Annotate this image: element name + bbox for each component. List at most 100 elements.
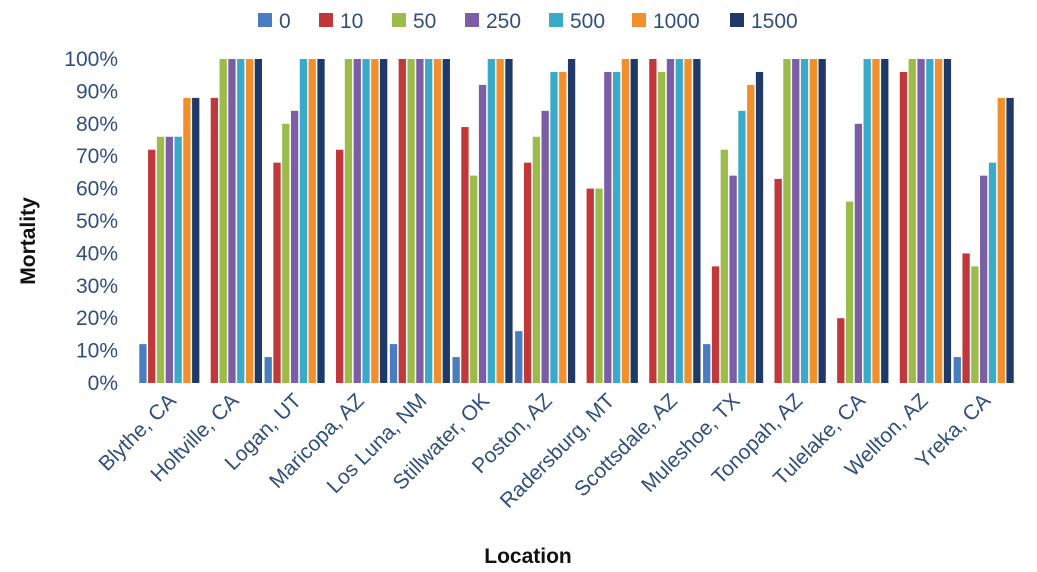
bar [908, 59, 916, 383]
bar [729, 175, 737, 383]
bar [774, 178, 782, 383]
bar [658, 71, 666, 384]
legend-swatch [730, 13, 744, 27]
bar [720, 149, 728, 383]
legend-label: 250 [486, 10, 521, 33]
bar [290, 110, 299, 383]
y-tick-label: 100% [64, 48, 118, 71]
y-tick-label: 70% [76, 145, 118, 168]
bar [711, 266, 720, 383]
bar [165, 136, 173, 383]
bar [747, 84, 755, 384]
bar [478, 84, 487, 384]
bar [353, 59, 361, 383]
bar [398, 59, 406, 383]
bar [917, 59, 925, 383]
bar [675, 59, 683, 383]
bar [210, 97, 219, 383]
bar [156, 136, 165, 383]
legend-swatch [392, 13, 406, 27]
bar [389, 344, 398, 383]
bar [988, 162, 997, 383]
x-axis-title: Location [484, 545, 572, 568]
bar [755, 71, 764, 384]
bar [336, 149, 344, 383]
bar [237, 59, 245, 383]
y-tick-label: 90% [76, 80, 118, 103]
bar [586, 188, 594, 383]
bar [630, 59, 638, 383]
bar [649, 59, 657, 383]
bar [192, 97, 200, 383]
bar [362, 59, 370, 383]
bar [567, 59, 576, 383]
bar [943, 59, 952, 383]
bar [299, 59, 308, 383]
legend-label: 0 [279, 10, 291, 33]
legend-label: 50 [413, 10, 436, 33]
bar [621, 59, 630, 383]
bar [452, 357, 460, 383]
legend-swatch [465, 13, 479, 27]
bar [371, 59, 379, 383]
bar [532, 136, 541, 383]
legend: 0 10 50 250 500 1000 1500 [258, 10, 798, 33]
bar [416, 59, 424, 383]
legend-label: 10 [340, 10, 363, 33]
bar [228, 59, 236, 383]
y-tick-label: 80% [76, 113, 118, 136]
bar [818, 59, 826, 383]
legend-label: 1500 [751, 10, 798, 33]
bar [505, 59, 513, 383]
bar [971, 266, 979, 383]
bar [783, 59, 791, 383]
bar [612, 71, 621, 384]
bar [308, 59, 316, 383]
bar [541, 110, 549, 383]
bar [282, 123, 290, 384]
bar [245, 59, 254, 383]
bar [487, 59, 495, 383]
bar [854, 123, 863, 384]
bar [148, 149, 156, 383]
bar [523, 162, 532, 383]
bar [317, 59, 325, 383]
bar [1006, 97, 1014, 383]
y-tick-label: 40% [76, 242, 118, 265]
y-axis-title: Mortality [17, 197, 40, 285]
x-tick-label: Radersburg, MT [496, 389, 620, 513]
bar [139, 344, 147, 383]
bar [926, 59, 934, 383]
bar [997, 97, 1005, 383]
bar [219, 59, 227, 383]
bar [595, 188, 603, 383]
bar [863, 59, 871, 383]
bar [442, 59, 450, 383]
bar [962, 253, 970, 383]
bar [845, 201, 854, 383]
bar [738, 110, 746, 383]
bar [899, 71, 908, 384]
bar [792, 59, 800, 383]
bar [496, 59, 504, 383]
bar [953, 357, 961, 383]
legend-label: 500 [570, 10, 605, 33]
bar [684, 59, 692, 383]
legend-swatch [319, 13, 333, 27]
bar [470, 175, 478, 383]
y-tick-label: 0% [88, 372, 118, 395]
legend-swatch [632, 13, 646, 27]
bar [264, 357, 272, 383]
bar [433, 59, 442, 383]
bar [881, 59, 889, 383]
bar [425, 59, 433, 383]
bar [837, 318, 845, 383]
bar [934, 59, 943, 383]
plot-area [139, 59, 1014, 384]
y-tick-label: 60% [76, 178, 118, 201]
bar [604, 71, 612, 384]
bar [872, 59, 880, 383]
bar [461, 127, 469, 383]
bar [515, 331, 523, 383]
